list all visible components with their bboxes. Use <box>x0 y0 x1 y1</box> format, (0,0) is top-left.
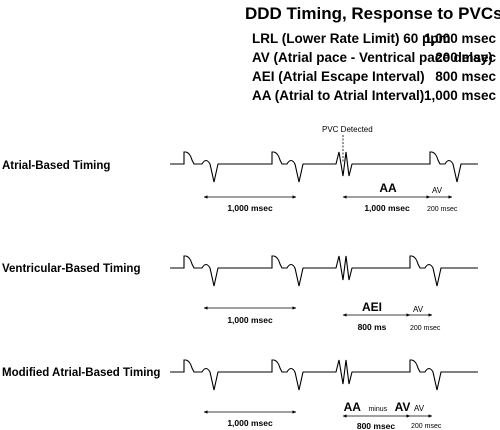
interval-name: AA minus AV <box>344 398 411 415</box>
av-label: AV <box>414 404 425 413</box>
row-ventricular-based: Ventricular-Based Timing 1,000 msec AEI … <box>2 255 478 332</box>
param-label: AV (Atrial pace - Ventrical pace delay) <box>252 50 493 65</box>
pvc-detected-label: PVC Detected <box>322 125 373 134</box>
param-label: LRL (Lower Rate Limit) 60 ppm <box>252 31 451 46</box>
av-value: 200 msec <box>427 206 458 213</box>
interval-label: 1,000 msec <box>227 418 273 428</box>
interval-name: AEI <box>362 300 382 314</box>
av-value: 200 msec <box>410 325 441 332</box>
av-label: AV <box>413 305 424 314</box>
interval-label: 1,000 msec <box>227 315 273 325</box>
param-value: 1,000 msec <box>424 31 497 46</box>
param-value: 1,000 msec <box>424 88 497 103</box>
row-label: Ventricular-Based Timing <box>2 263 140 275</box>
interval-label: 1,000 msec <box>364 203 410 213</box>
parameter-list: LRL (Lower Rate Limit) 60 ppm 1,000 msec… <box>252 31 496 103</box>
row-atrial-based: Atrial-Based Timing 1,000 msec AA 1,000 … <box>2 151 478 213</box>
param-value: 200 msec <box>435 50 496 65</box>
row-label: Atrial-Based Timing <box>2 160 110 172</box>
row-label: Modified Atrial-Based Timing <box>2 367 160 379</box>
av-label: AV <box>432 186 443 195</box>
av-value: 200 msec <box>411 423 442 430</box>
ecg-trace <box>170 151 478 183</box>
ecg-trace <box>170 255 478 287</box>
interval-name: AA <box>379 181 397 195</box>
ecg-trace <box>170 359 478 391</box>
interval-label: 1,000 msec <box>227 203 273 213</box>
interval-label: 800 ms <box>358 322 387 332</box>
param-value: 800 msec <box>435 69 496 84</box>
row-modified-atrial-based: Modified Atrial-Based Timing 1,000 msec … <box>2 359 478 430</box>
diagram-title: DDD Timing, Response to PVCs <box>245 4 500 23</box>
interval-label: 800 msec <box>357 421 396 430</box>
param-label: AEI (Atrial Escape Interval) <box>252 69 425 84</box>
param-label: AA (Atrial to Atrial Interval) <box>252 88 424 103</box>
